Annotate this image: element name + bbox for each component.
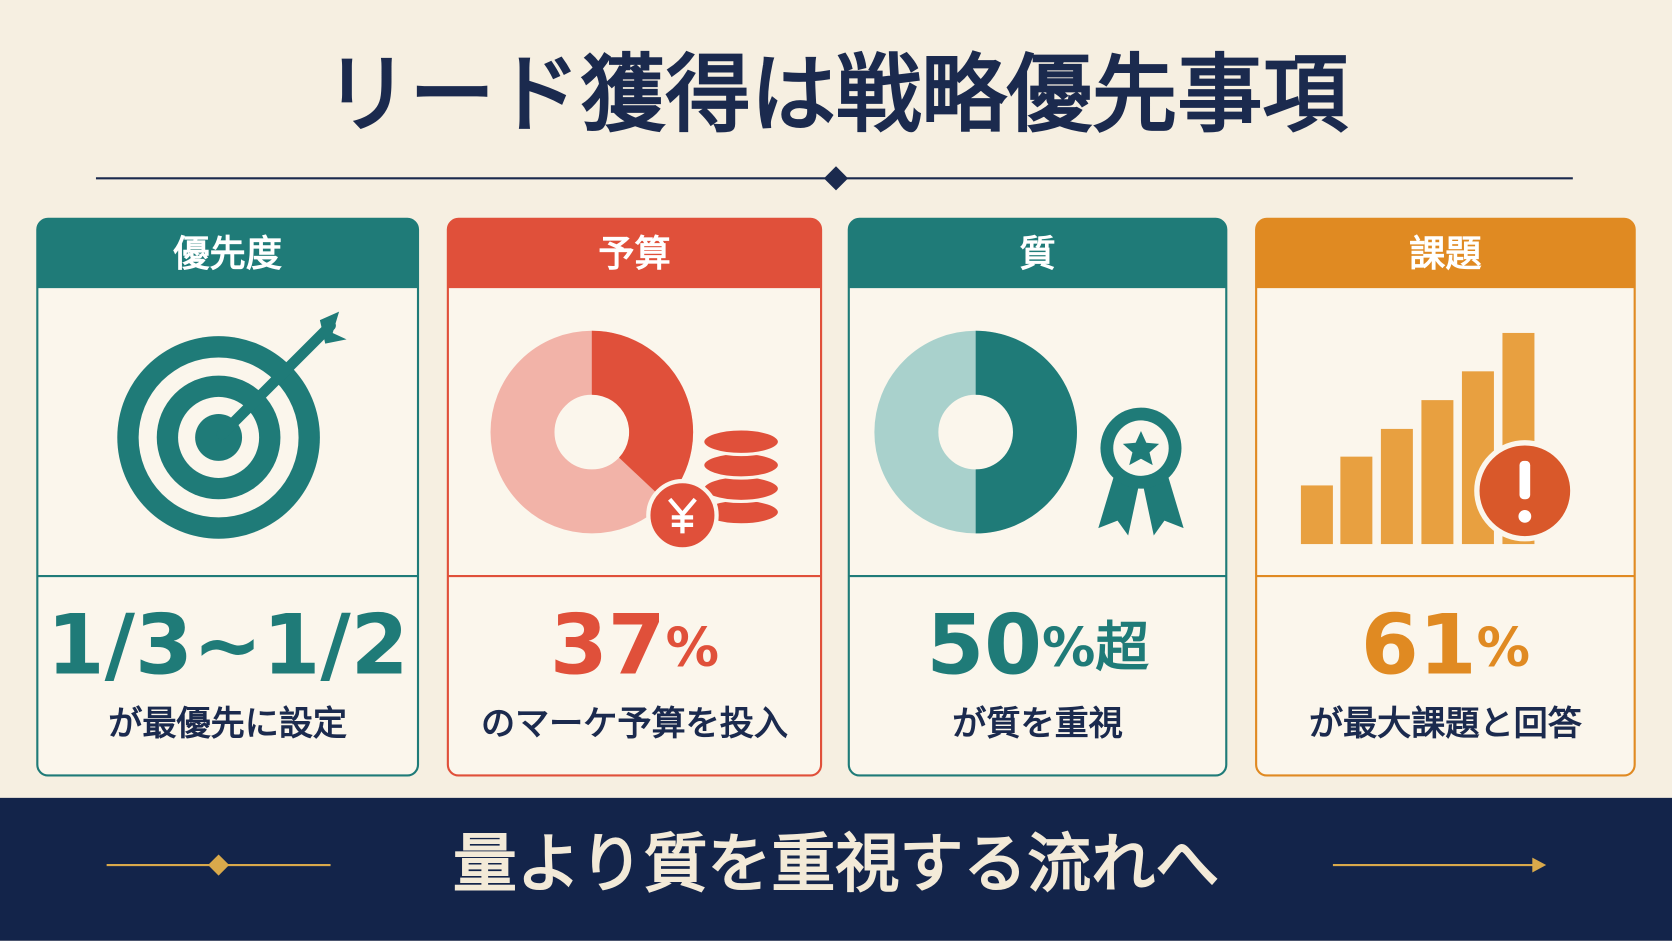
card-value: 50%超	[926, 597, 1149, 694]
card-header: 予算	[598, 232, 671, 275]
badge-ribbon	[1098, 474, 1184, 536]
value-number: 50	[926, 597, 1042, 694]
card-header: 優先度	[172, 232, 283, 275]
alert-dot	[1518, 509, 1532, 523]
donut-segment	[591, 330, 694, 502]
cards: 優先度 1/3~1/2 が最優先に設定 予算 37% のマーケ予算を投入 質 50%超が質を重…	[36, 217, 1636, 777]
card-caption: が質を重視	[952, 704, 1123, 744]
donut-segment	[975, 330, 1077, 534]
yen-symbol	[668, 497, 697, 534]
value-unit: %超	[1042, 616, 1149, 678]
footer-band	[0, 797, 1672, 941]
card-header: 質	[1019, 232, 1055, 275]
badge-star	[1122, 431, 1160, 466]
decor-bar	[1300, 485, 1333, 545]
card-header-band	[447, 218, 822, 289]
footer-text: 量より質を重視する流れへ	[453, 827, 1219, 902]
card-caption: のマーケ予算を投入	[481, 704, 788, 744]
value-number: 61	[1361, 597, 1477, 694]
card-value: 61%	[1361, 597, 1530, 694]
value-number: 1/3~1/2	[47, 597, 409, 694]
coin	[701, 450, 782, 480]
card-caption: が最優先に設定	[108, 704, 347, 744]
value-unit: %	[666, 616, 719, 678]
target-arrow	[216, 320, 336, 440]
card-header-band	[848, 218, 1227, 289]
decor-bar	[1340, 456, 1373, 545]
card-header-band	[37, 218, 418, 289]
card-value: 1/3~1/2	[47, 597, 409, 694]
card-header: 課題	[1409, 232, 1482, 275]
coin	[701, 427, 782, 457]
decor-bar	[1380, 428, 1413, 545]
footer-arrow	[1532, 857, 1547, 873]
rule-diamond	[823, 166, 849, 191]
coin	[701, 474, 782, 504]
decor-bar	[1421, 400, 1454, 545]
alert-mark	[1519, 460, 1531, 500]
target-arrow-fletch	[319, 311, 347, 344]
card-value: 37%	[550, 597, 719, 694]
card-caption: が最大課題と回答	[1309, 704, 1583, 744]
title: リード獲得は戦略優先事項	[324, 45, 1348, 145]
value-unit: %	[1477, 616, 1530, 678]
card-header-band	[1256, 218, 1635, 289]
value-number: 37	[550, 597, 666, 694]
